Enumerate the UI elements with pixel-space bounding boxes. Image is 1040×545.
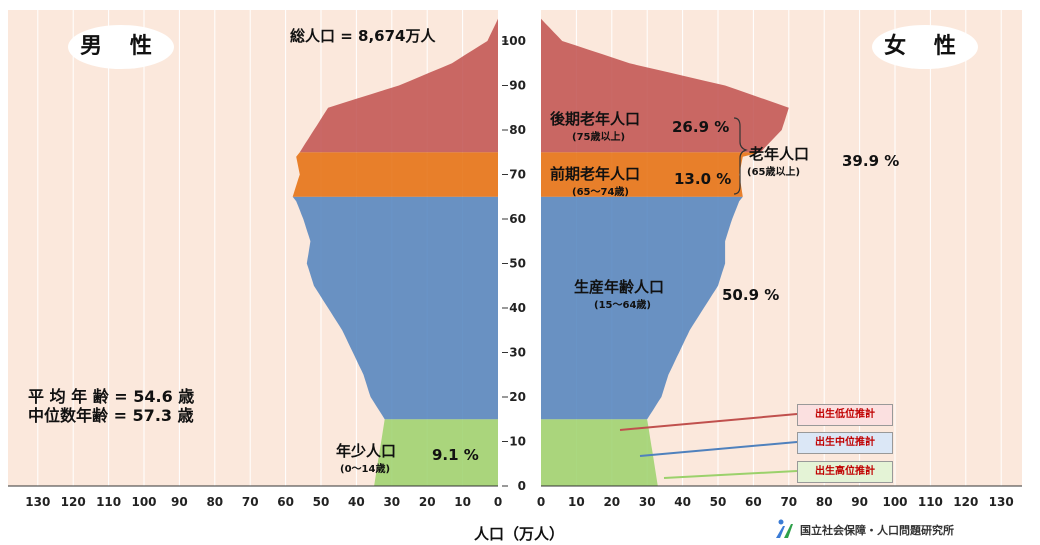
- female-band-working: [541, 196, 743, 420]
- old-early-label: 前期老年人口: [550, 165, 641, 183]
- legend-high-projection: 出生高位推計: [797, 461, 893, 483]
- x-tick-label-female-20: 20: [603, 495, 620, 509]
- x-tick-label-male-100: 100: [131, 495, 156, 509]
- y-tick-label-20: 20: [509, 390, 526, 404]
- y-tick-label-80: 80: [509, 123, 526, 137]
- x-tick-label-female-50: 50: [710, 495, 727, 509]
- y-tick-label-10: 10: [509, 435, 526, 449]
- female-band-old-early: [541, 152, 761, 197]
- male-band-young: [374, 419, 498, 486]
- x-tick-label-male-10: 10: [454, 495, 471, 509]
- male-band-old-early: [292, 152, 498, 197]
- x-tick-label-female-10: 10: [568, 495, 585, 509]
- x-axis-title: 人口（万人）: [474, 525, 565, 543]
- x-tick-label-female-130: 130: [989, 495, 1014, 509]
- old-late-range: (75歳以上): [572, 132, 626, 143]
- female-label: 女 性: [872, 25, 978, 69]
- x-tick-label-male-120: 120: [61, 495, 86, 509]
- x-tick-label-male-130: 130: [25, 495, 50, 509]
- legend-mid-projection: 出生中位推計: [797, 432, 893, 454]
- x-tick-label-female-40: 40: [674, 495, 691, 509]
- y-tick-label-70: 70: [509, 168, 526, 182]
- y-tick-label-100: 100: [501, 34, 526, 48]
- y-tick-label-40: 40: [509, 301, 526, 315]
- elderly-brace: [733, 117, 748, 195]
- y-tick-label-30: 30: [509, 346, 526, 360]
- x-tick-label-female-90: 90: [851, 495, 868, 509]
- x-tick-label-female-110: 110: [918, 495, 943, 509]
- x-tick-label-female-0: 0: [537, 495, 545, 509]
- x-tick-label-male-0: 0: [494, 495, 502, 509]
- working-range: (15～64歳): [594, 300, 651, 311]
- elderly-label: 老年人口: [749, 145, 810, 163]
- y-tick-label-0: 0: [518, 479, 526, 493]
- arrow-low: [619, 413, 798, 431]
- x-tick-label-female-70: 70: [780, 495, 797, 509]
- young-label: 年少人口: [336, 442, 397, 460]
- ipss-logo-icon: [776, 519, 793, 538]
- x-tick-label-female-100: 100: [882, 495, 907, 509]
- y-tick-label-90: 90: [509, 79, 526, 93]
- arrow-mid: [639, 441, 798, 457]
- y-tick-label-60: 60: [509, 212, 526, 226]
- x-tick-label-male-80: 80: [206, 495, 223, 509]
- x-tick-label-male-40: 40: [348, 495, 365, 509]
- female-band-young: [541, 419, 658, 486]
- female-band-old-late: [541, 18, 789, 153]
- young-range: (0～14歳): [340, 464, 391, 475]
- working-label: 生産年齢人口: [574, 278, 665, 296]
- x-tick-label-female-60: 60: [745, 495, 762, 509]
- working-pct: 50.9 %: [722, 286, 780, 304]
- x-tick-label-male-60: 60: [277, 495, 294, 509]
- old-early-range: (65～74歳): [572, 187, 629, 198]
- elderly-range: (65歳以上): [747, 167, 801, 178]
- old-late-label: 後期老年人口: [550, 110, 641, 128]
- x-tick-label-male-70: 70: [242, 495, 259, 509]
- arrow-high: [663, 470, 798, 479]
- x-tick-label-male-50: 50: [313, 495, 330, 509]
- y-tick-label-50: 50: [509, 257, 526, 271]
- mean-age: 平 均 年 齢 = 54.6 歳: [28, 387, 195, 406]
- legend-low-projection: 出生低位推計: [797, 404, 893, 426]
- x-tick-label-female-120: 120: [953, 495, 978, 509]
- male-label: 男 性: [68, 25, 174, 69]
- male-band-old-late: [299, 18, 498, 153]
- old-early-pct: 13.0 %: [674, 170, 732, 188]
- x-tick-label-male-110: 110: [96, 495, 121, 509]
- x-tick-label-male-20: 20: [419, 495, 436, 509]
- median-age: 中位数年齢 = 57.3 歳: [28, 406, 194, 425]
- young-pct: 9.1 %: [432, 446, 479, 464]
- x-tick-label-male-90: 90: [171, 495, 188, 509]
- source-label: 国立社会保障・人口問題研究所: [800, 524, 954, 537]
- total-population-label: 総人口 = 8,674万人: [290, 27, 436, 45]
- x-tick-label-female-80: 80: [816, 495, 833, 509]
- old-late-pct: 26.9 %: [672, 118, 730, 136]
- x-tick-label-female-30: 30: [639, 495, 656, 509]
- elderly-pct: 39.9 %: [842, 152, 900, 170]
- male-band-working: [292, 196, 498, 420]
- x-tick-label-male-30: 30: [383, 495, 400, 509]
